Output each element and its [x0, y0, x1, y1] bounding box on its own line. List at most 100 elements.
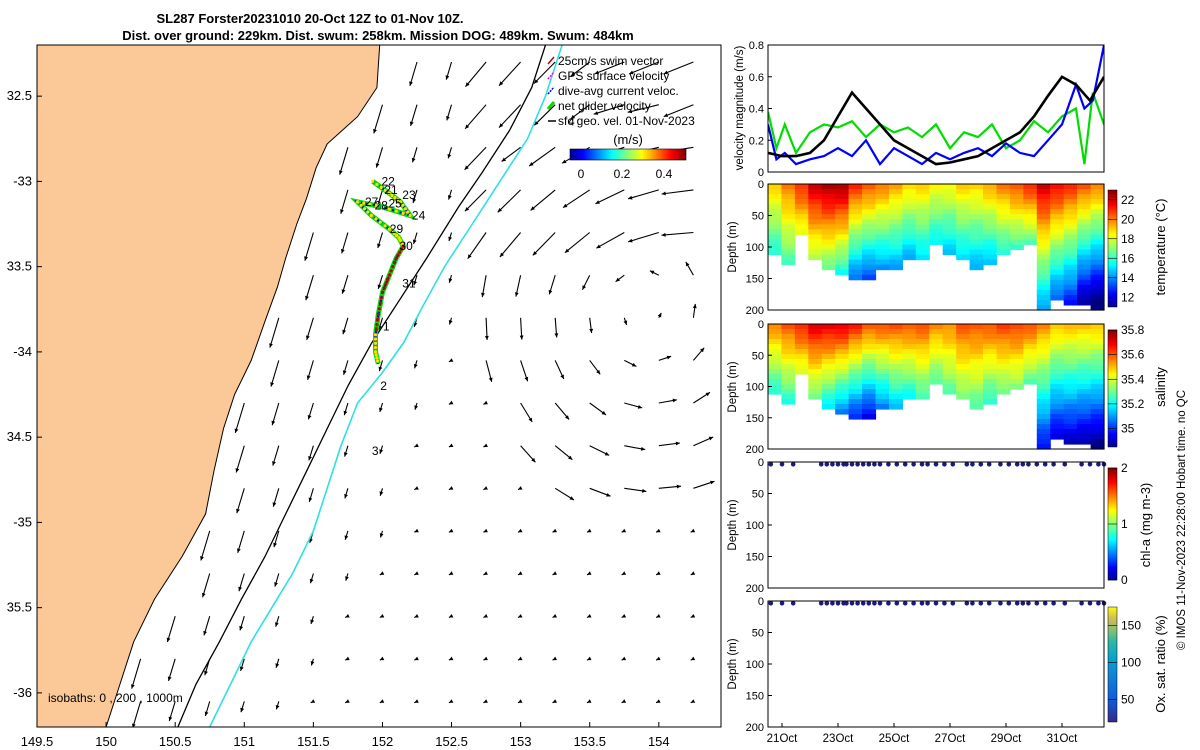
section-cell: [794, 344, 809, 350]
sfc-arrow-head: [656, 528, 661, 533]
section-cell: [956, 374, 971, 380]
section-cell: [902, 199, 917, 205]
sfc-arrow-head: [656, 656, 661, 661]
section-cell: [915, 379, 930, 385]
sfc-arrow-head: [483, 443, 488, 447]
section-cell: [996, 199, 1011, 205]
section-cell: [902, 229, 917, 235]
section-cell: [929, 239, 944, 245]
section-cell: [781, 389, 796, 395]
sfc-arrow-head: [483, 400, 488, 405]
sfc-arrow-head: [672, 398, 677, 403]
section-cell: [1009, 349, 1024, 355]
section-cell: [969, 324, 984, 330]
sfc-arrow-shaft: [663, 104, 694, 118]
section-cell: [875, 194, 890, 200]
sample-dot: [844, 462, 849, 467]
section-cell: [902, 389, 917, 395]
map-ytick-label: 35.5: [7, 600, 32, 615]
sample-dot: [998, 601, 1003, 606]
section-cell: [848, 409, 863, 415]
section-cell: [915, 199, 930, 205]
section-cell: [821, 224, 836, 230]
section-cell: [821, 204, 836, 210]
legend-swatch: [547, 86, 555, 95]
section-cell: [1077, 264, 1092, 271]
section-cell: [875, 214, 890, 220]
swim-vector-mark: [374, 217, 378, 221]
section-cell: [1036, 379, 1051, 385]
depth-tick-label: 200: [746, 722, 764, 734]
section-cell: [956, 359, 971, 365]
section-cell: [942, 364, 957, 370]
section-cell: [808, 389, 823, 395]
section-cell: [875, 399, 890, 405]
section-cell: [996, 229, 1011, 235]
section-cell: [1036, 214, 1051, 220]
section-cell: [1090, 434, 1105, 440]
section-cell: [821, 264, 836, 271]
section-cell: [808, 199, 823, 205]
sfc-arrow-head: [308, 497, 313, 502]
section-cell: [862, 389, 877, 395]
sfc-velocity-arrows: [131, 61, 715, 727]
section-cell: [1036, 274, 1051, 281]
section-cell: [1023, 199, 1038, 205]
salinity-ylabel: Depth (m): [727, 361, 739, 412]
section-cell: [862, 274, 877, 281]
section-cell: [942, 334, 957, 340]
velocity-ytick-label: 0: [758, 167, 764, 179]
section-cell: [929, 374, 944, 380]
section-cell: [875, 404, 890, 410]
section-cell: [983, 194, 997, 200]
section-cell: [889, 354, 903, 360]
section-cell: [1077, 279, 1092, 286]
sfc-arrow-shaft: [166, 616, 176, 643]
sfc-arrow-head: [341, 248, 345, 254]
section-cell: [942, 344, 957, 350]
section-cell: [889, 214, 903, 220]
section-cell: [929, 339, 944, 345]
swim-vector-mark: [383, 188, 387, 192]
sfc-arrow-head: [596, 244, 601, 249]
section-cell: [768, 339, 782, 345]
section-cell: [942, 199, 957, 205]
section-cell: [1036, 354, 1051, 360]
section-cell: [821, 404, 836, 410]
section-cell: [1090, 324, 1105, 330]
sfc-arrow-head: [413, 280, 417, 286]
sfc-arrow-head: [563, 203, 568, 208]
section-cell: [1009, 199, 1024, 205]
sfc-arrow-head: [375, 163, 380, 168]
section-cell: [835, 364, 850, 370]
legend-swatch: [546, 101, 556, 110]
section-cell: [983, 224, 997, 230]
sfc-arrow-head: [589, 328, 594, 333]
map-frame: [36, 44, 722, 728]
section-cell: [969, 184, 984, 190]
sample-dot: [1087, 601, 1093, 606]
section-cell: [862, 349, 877, 355]
section-cell: [1050, 199, 1065, 205]
track-day-label: 1: [383, 319, 390, 333]
swim-vector-mark: [393, 196, 397, 200]
section-cell: [1009, 214, 1024, 220]
section-cell: [821, 254, 836, 261]
sample-dot: [986, 601, 992, 606]
sample-dot: [855, 462, 860, 467]
section-cell: [915, 324, 930, 330]
section-cell: [875, 249, 890, 256]
section-cell: [929, 344, 944, 350]
section-cell: [1077, 394, 1092, 400]
section-cell: [996, 194, 1011, 200]
section-cell: [956, 379, 971, 385]
section-cell: [862, 239, 877, 245]
sfc-arrow-shaft: [530, 189, 556, 211]
section-cell: [929, 194, 944, 200]
section-cell: [996, 344, 1011, 350]
section-cell: [1063, 269, 1078, 276]
section-cell: [1009, 339, 1024, 345]
section-cell: [1090, 264, 1105, 271]
legend-label: GPS surface velocity: [558, 69, 669, 83]
section-cell: [1063, 229, 1078, 235]
